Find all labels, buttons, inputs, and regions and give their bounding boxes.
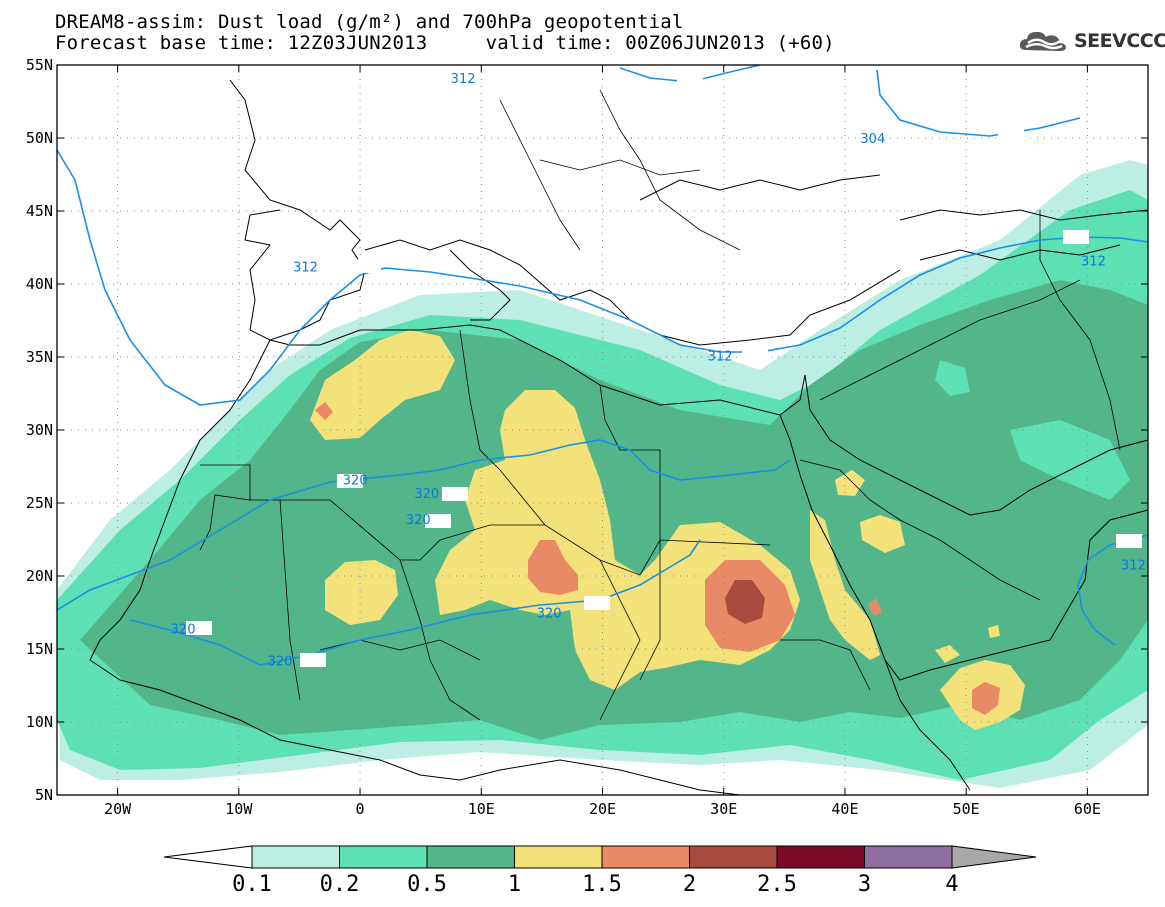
dust-0.2-hole	[935, 360, 970, 396]
colorbar-label: 2	[682, 872, 697, 897]
colorbar-cell	[864, 845, 953, 869]
lon-tick-label: 50E	[953, 800, 980, 818]
lon-tick-label: 60E	[1074, 800, 1101, 818]
lat-tick-label: 35N	[26, 348, 53, 366]
contour-label: 312	[1081, 255, 1106, 270]
colorbar-cell	[251, 845, 340, 869]
lon-tick-label: 10E	[468, 800, 495, 818]
colorbar-cell	[339, 845, 428, 869]
lat-tick-label: 15N	[26, 640, 53, 658]
lon-tick-label: 0	[356, 800, 365, 818]
lat-tick-label: 45N	[26, 202, 53, 220]
map-title: DREAM8-assim: Dust load (g/m²) and 700hP…	[55, 11, 684, 33]
contour-label: 320	[268, 655, 293, 670]
contour-label: 320	[537, 607, 562, 622]
lon-tick-label: 20E	[589, 800, 616, 818]
contour-label: 312	[1121, 558, 1146, 573]
coastlines	[89, 79, 1148, 795]
lon-tick-label: 40E	[831, 800, 858, 818]
dust-0.2-hole	[1010, 420, 1130, 500]
contour-label-boxes	[186, 76, 1142, 667]
logo-text: SEEVCCC	[1074, 30, 1165, 52]
contour-label: 320	[171, 623, 196, 638]
colorbar-label: 1	[507, 872, 522, 897]
colorbar-label: 3	[857, 872, 872, 897]
dust-map: 312 304 312 312 312 312 320 320 320 320 320 320 20W…	[26, 56, 1149, 818]
colorbar-cell	[426, 845, 515, 869]
contour-label: 304	[860, 132, 885, 147]
borders	[199, 89, 1121, 721]
logo: SEEVCCC	[1018, 27, 1165, 55]
colorbar-cell	[601, 845, 690, 869]
lat-tick-label: 25N	[26, 494, 53, 512]
contour-label: 312	[708, 350, 733, 365]
lat-tick-label: 30N	[26, 421, 53, 439]
colorbar-label: 0.5	[407, 872, 447, 897]
colorbar-label: 0.1	[232, 872, 272, 897]
dust-2.0	[725, 580, 765, 624]
colorbar	[163, 845, 1037, 869]
geopotential-contours	[57, 65, 1148, 666]
colorbar-label: 4	[945, 872, 959, 897]
lat-tick-label: 50N	[26, 129, 53, 147]
colorbar-low-arrow	[163, 845, 253, 869]
lat-tick-label: 55N	[26, 56, 53, 74]
lat-tick-label: 10N	[26, 713, 53, 731]
lat-tick-label: 5N	[35, 786, 53, 804]
colorbar-label: 1.5	[582, 872, 622, 897]
cloud-icon	[1019, 31, 1066, 51]
contour-label: 320	[414, 487, 439, 502]
contour-label: 320	[343, 474, 368, 489]
colorbar-high-arrow	[951, 845, 1037, 869]
contour-labels: 312 304 312 312 312 312 320 320 320 320 320 320	[171, 72, 1146, 670]
forecast-time: Forecast base time: 12Z03JUN2013 valid t…	[55, 32, 835, 54]
colorbar-cell	[514, 845, 603, 869]
colorbar-cell	[689, 845, 778, 869]
lon-tick-label: 10W	[225, 800, 253, 818]
colorbar-label: 0.2	[319, 872, 360, 897]
axis-ticks	[57, 64, 1148, 796]
lat-tick-label: 20N	[26, 567, 53, 585]
contour-label: 312	[293, 260, 318, 275]
colorbar-label: 2.5	[757, 872, 797, 897]
contour-label: 320	[406, 513, 431, 528]
graticule	[57, 65, 1148, 795]
contour-label: 312	[451, 72, 476, 87]
lon-tick-label: 20W	[104, 800, 132, 818]
colorbar-cell	[776, 845, 865, 869]
axis-tick-labels: 20W 10W 0 10E 20E 30E 40E 50E 60E 55N 50N 45N 40N 35N…	[26, 56, 1101, 818]
lon-tick-label: 30E	[710, 800, 737, 818]
lat-tick-label: 40N	[26, 275, 53, 293]
